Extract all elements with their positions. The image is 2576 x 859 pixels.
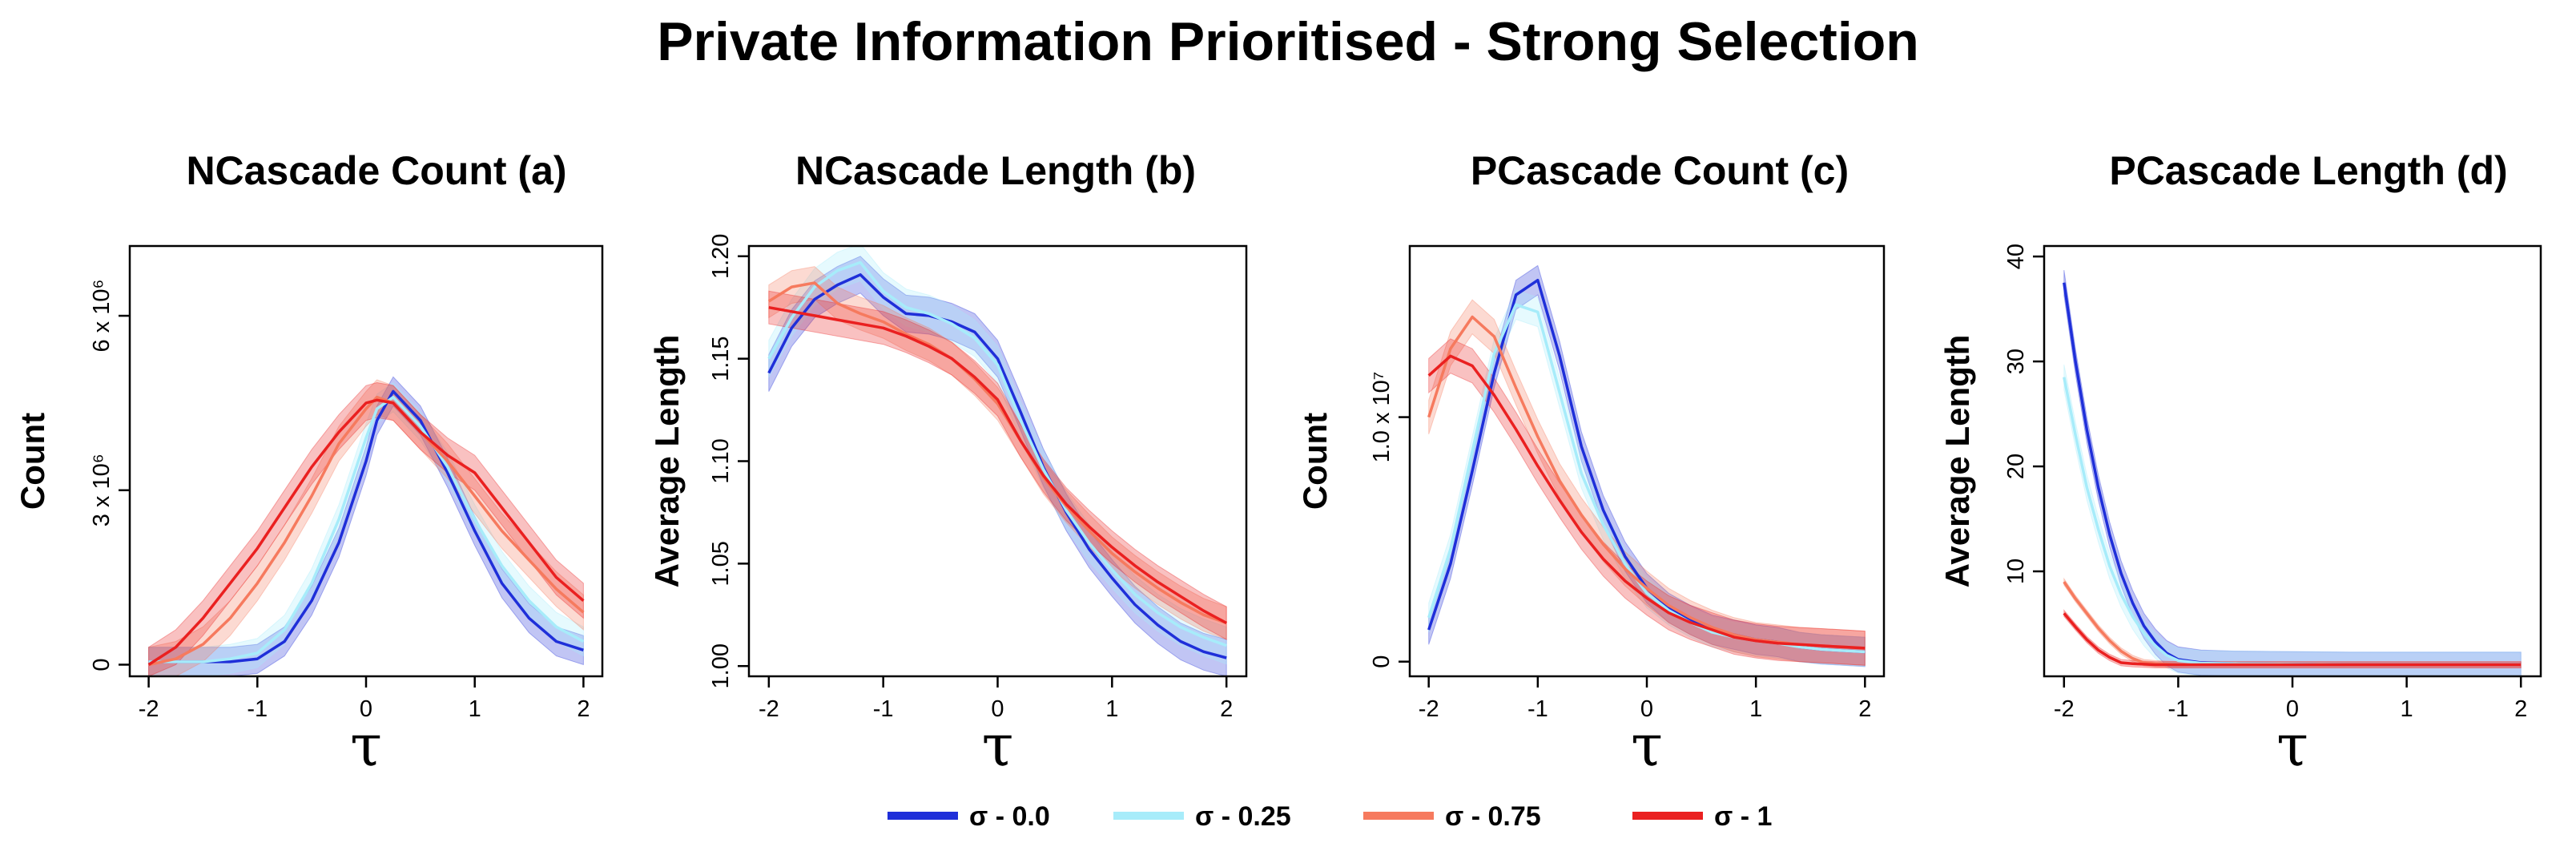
legend-label: σ - 0.0	[969, 801, 1050, 832]
legend-label: σ - 0.75	[1445, 801, 1541, 832]
plot-area	[2063, 270, 2522, 676]
plot-area	[147, 376, 585, 676]
x-tick-label: -1	[2168, 696, 2189, 722]
y-axis-label: Average Length	[648, 335, 686, 588]
y-tick-label: 1.10	[708, 438, 734, 483]
x-tick-label: -1	[247, 696, 268, 722]
confidence-band-series-4	[148, 381, 584, 676]
panel-title: PCascade Length (d)	[2109, 148, 2507, 193]
y-tick-label: 1.00	[708, 643, 734, 688]
series-line-1	[148, 389, 584, 663]
legend-label: σ - 1	[1714, 801, 1772, 832]
x-tick-label: -2	[2054, 696, 2075, 722]
x-tick-label: -2	[759, 696, 779, 722]
chart-panel-2: NCascade Length (b) -2 -1 0 1 2 1.00 1.05 1.10 1.…	[648, 148, 1248, 779]
y-tick-label: 1.0 x 10⁷	[1369, 372, 1395, 463]
panel-title: NCascade Count (a)	[186, 148, 566, 193]
x-tick-label: -1	[873, 696, 894, 722]
plot-area	[1427, 264, 1866, 667]
confidence-band-series-1	[2063, 270, 2522, 676]
x-axis-label: τ	[1631, 712, 1663, 779]
x-tick-label: 2	[2514, 696, 2527, 722]
chart-panel-4: PCascade Length (d) -2 -1 0 1 2 10 20 30 40 Averag…	[1938, 148, 2542, 779]
x-tick-label: 2	[577, 696, 590, 722]
x-tick-label: 0	[991, 696, 1004, 722]
series-line-3	[148, 395, 585, 667]
x-tick-label: 1	[469, 696, 481, 722]
confidence-band-series-2	[768, 246, 1227, 665]
series-line-4	[768, 305, 1228, 625]
series-line-2	[148, 395, 585, 663]
confidence-band-series-4	[2063, 609, 2522, 668]
x-tick-label: -2	[139, 696, 159, 722]
legend-label: σ - 0.25	[1195, 801, 1291, 832]
y-tick-label: 10	[2003, 559, 2029, 584]
series-line-3	[767, 281, 1227, 625]
confidence-band-series-3	[148, 379, 584, 676]
x-tick-label: 0	[2286, 696, 2299, 722]
y-tick-label: 40	[2003, 244, 2029, 269]
y-tick-label: 6 x 10⁶	[89, 280, 115, 353]
legend-item-4: σ - 1	[1632, 801, 1772, 832]
confidence-band-series-3	[2063, 577, 2522, 668]
series-line-1	[767, 273, 1227, 659]
x-tick-label: 1	[1105, 696, 1118, 722]
x-tick-label: 1	[1749, 696, 1762, 722]
legend-item-2: σ - 0.25	[1113, 801, 1291, 832]
x-tick-label: 2	[1858, 696, 1871, 722]
x-axis-label: τ	[350, 712, 382, 779]
figure-title: Private Information Prioritised - Strong…	[657, 11, 1919, 72]
confidence-band-series-4	[1428, 338, 1866, 666]
series-line-2	[767, 260, 1227, 647]
confidence-band-series-2	[2063, 364, 2522, 676]
panel-title: PCascade Count (c)	[1471, 148, 1849, 193]
y-tick-label: 1.05	[708, 541, 734, 586]
x-tick-label: -2	[1419, 696, 1439, 722]
x-tick-label: -1	[1527, 696, 1548, 722]
y-tick-label: 20	[2003, 454, 2029, 479]
series-line-4	[1427, 354, 1866, 650]
y-tick-label: 1.15	[708, 336, 734, 381]
y-axis-label: Average Length	[1938, 335, 1976, 588]
panel-title: NCascade Length (b)	[795, 148, 1196, 193]
legend-item-3: σ - 0.75	[1363, 801, 1541, 832]
plot-area	[767, 246, 1228, 676]
y-tick-label: 0	[1369, 655, 1395, 668]
x-tick-label: 0	[1640, 696, 1653, 722]
y-axis-label: Count	[14, 413, 51, 510]
y-tick-label: 3 x 10⁶	[89, 454, 115, 526]
chart-panel-1: NCascade Count (a) -2 -1 0 1 2 0 3 x 10⁶ 6 x 10⁶…	[14, 148, 604, 779]
x-tick-label: 1	[2401, 696, 2413, 722]
x-axis-label: τ	[2276, 712, 2308, 779]
series-line-2	[1427, 303, 1866, 654]
y-tick-label: 30	[2003, 349, 2029, 374]
y-axis-label: Count	[1296, 413, 1334, 510]
y-tick-label: 1.20	[708, 234, 734, 279]
y-tick-label: 0	[89, 658, 115, 671]
legend: σ - 0.0 σ - 0.25 σ - 0.75 σ - 1	[888, 801, 1772, 832]
confidence-band-series-1	[148, 376, 584, 676]
legend-item-1: σ - 0.0	[888, 801, 1050, 832]
x-axis-label: τ	[982, 712, 1014, 779]
x-tick-label: 0	[360, 696, 372, 722]
chart-panel-3: PCascade Count (c) -2 -1 0 1 2 0 1.0 x 10⁷ Count…	[1296, 148, 1886, 779]
plot-frame	[2043, 244, 2542, 678]
x-tick-label: 2	[1220, 696, 1233, 722]
series-line-4	[147, 398, 585, 666]
series-line-4	[2063, 612, 2522, 667]
